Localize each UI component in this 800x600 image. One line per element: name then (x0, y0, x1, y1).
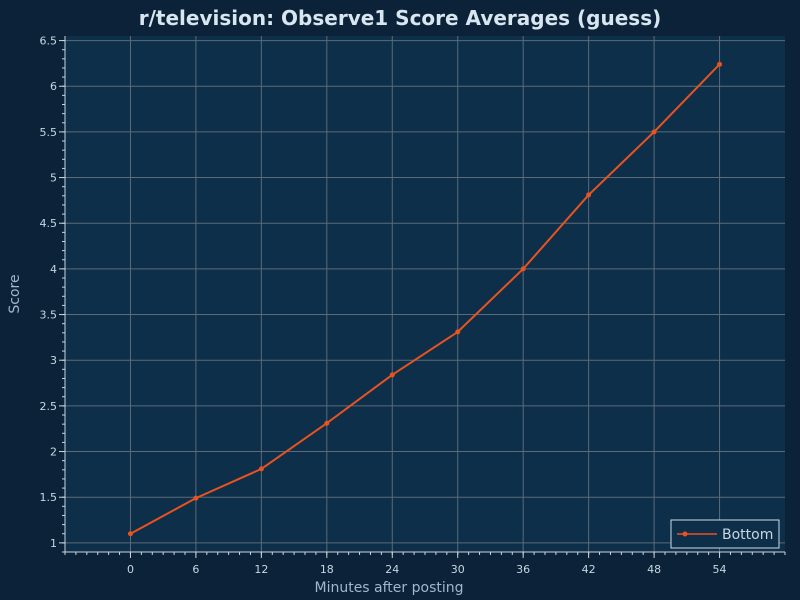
data-point (389, 372, 395, 378)
y-tick-label: 2 (50, 446, 57, 459)
data-point (127, 531, 133, 537)
data-point (455, 329, 461, 335)
y-tick-label: 4 (50, 263, 57, 276)
data-point (520, 266, 526, 272)
y-tick-label: 2.5 (40, 400, 58, 413)
x-tick-label: 30 (451, 563, 465, 576)
chart-title: r/television: Observe1 Score Averages (g… (138, 6, 662, 30)
y-tick-label: 1.5 (40, 491, 58, 504)
x-axis-title: Minutes after posting (314, 580, 463, 596)
data-point (717, 61, 723, 67)
x-tick-label: 0 (127, 563, 134, 576)
x-tick-label: 6 (192, 563, 199, 576)
data-point (324, 420, 330, 426)
data-point (651, 129, 657, 135)
data-point (586, 192, 592, 198)
y-tick-label: 3.5 (40, 309, 58, 322)
y-tick-label: 5 (50, 172, 57, 185)
legend-marker (682, 531, 688, 537)
plot-area (65, 36, 785, 552)
data-point (258, 466, 264, 472)
y-tick-label: 1 (50, 537, 57, 550)
x-tick-label: 24 (385, 563, 399, 576)
series-line (129, 63, 721, 535)
x-tick-label: 48 (647, 563, 661, 576)
x-tick-label: 36 (516, 563, 530, 576)
x-tick-label: 12 (254, 563, 268, 576)
legend-label: Bottom (722, 527, 773, 543)
data-point (193, 495, 199, 501)
y-tick-label: 3 (50, 354, 57, 367)
y-tick-label: 4.5 (40, 217, 58, 230)
y-axis-title: Score (7, 274, 23, 313)
y-tick-label: 6 (50, 80, 57, 93)
y-tick-label: 5.5 (40, 126, 58, 139)
x-tick-label: 42 (582, 563, 596, 576)
x-tick-label: 18 (320, 563, 334, 576)
x-tick-label: 54 (713, 563, 727, 576)
y-tick-label: 6.5 (40, 35, 58, 48)
